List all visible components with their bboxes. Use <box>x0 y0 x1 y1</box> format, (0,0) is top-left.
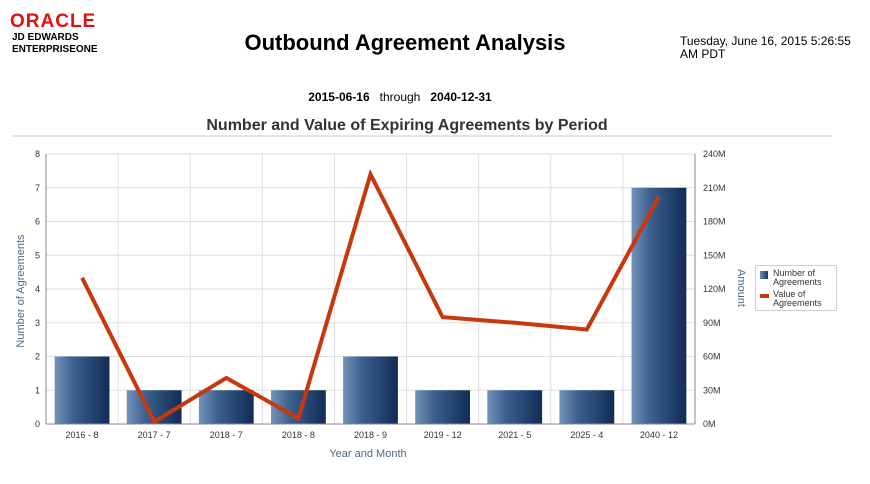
y-tick-label: 2 <box>35 352 40 362</box>
y-tick-label: 4 <box>35 284 40 294</box>
chart-axes <box>45 154 696 425</box>
legend-line-swatch <box>760 294 769 298</box>
date-range: 2015-06-16 through 2040-12-31 <box>250 90 550 104</box>
y2-tick-label: 90M <box>703 318 721 328</box>
bar <box>343 356 398 424</box>
bar <box>54 356 110 424</box>
y2-tick-label: 30M <box>703 385 721 395</box>
x-tick-label: 2018 - 8 <box>282 430 315 440</box>
y-tick-label: 8 <box>35 149 40 159</box>
x-tick-label: 2018 - 9 <box>354 430 387 440</box>
y2-axis-title: Amount <box>735 269 747 307</box>
y-tick-label: 3 <box>35 318 40 328</box>
bar <box>487 390 543 424</box>
through-label: through <box>379 90 421 104</box>
bar-series <box>54 187 687 424</box>
x-tick-label: 2018 - 7 <box>210 430 243 440</box>
legend-label-value: Value of Agreements <box>773 289 822 308</box>
y-tick-label: 5 <box>35 250 40 260</box>
logo-enterpriseone-text: ENTERPRISEONE <box>12 44 98 55</box>
y2-tick-label: 240M <box>703 149 726 159</box>
chart-title: Number and Value of Expiring Agreements … <box>206 117 607 134</box>
y-axis-title: Number of Agreements <box>15 234 27 348</box>
logo-oracle-text: ORACLE <box>10 11 97 32</box>
x-tick-label: 2019 - 12 <box>424 430 462 440</box>
y2-tick-label: 120M <box>703 284 726 294</box>
y2-tick-label: 0M <box>703 419 716 429</box>
y-tick-label: 7 <box>35 183 40 193</box>
bar <box>559 390 615 424</box>
y-tick-label: 1 <box>35 385 40 395</box>
timestamp-line2: AM PDT <box>680 47 726 61</box>
y-tick-label: 0 <box>35 419 40 429</box>
chart-ticks: 0 1 2 3 4 5 6 7 8 0M 30M 60M 90M 120M 150M 180M 210M 240M… <box>35 149 726 440</box>
x-tick-label: 2040 - 12 <box>640 430 678 440</box>
bar <box>415 390 471 424</box>
value-series-line <box>80 168 661 425</box>
chart-legend: Number of Agreements Value of Agreements <box>755 265 837 311</box>
x-tick-label: 2016 - 8 <box>66 430 99 440</box>
bar <box>631 187 687 424</box>
x-tick-label: 2017 - 7 <box>138 430 171 440</box>
x-tick-label: 2021 - 5 <box>498 430 531 440</box>
logo-jd-edwards-text: JD EDWARDS <box>12 32 79 43</box>
date-to: 2040-12-31 <box>430 90 492 104</box>
y-tick-label: 6 <box>35 217 40 227</box>
x-axis-title: Year and Month <box>329 448 406 460</box>
bar <box>198 390 254 424</box>
y2-tick-label: 60M <box>703 352 721 362</box>
y2-tick-label: 180M <box>703 217 726 227</box>
legend-label-number: Number of Agreements <box>773 268 822 287</box>
report-timestamp: Tuesday, June 16, 2015 5:26:55 AM PDT <box>680 35 865 61</box>
y2-tick-label: 150M <box>703 250 726 260</box>
date-from: 2015-06-16 <box>308 90 370 104</box>
chart-grid <box>46 153 695 424</box>
legend-bar-swatch <box>760 271 768 279</box>
report-title: Outbound Agreement Analysis <box>244 30 566 55</box>
oracle-jde-logo: ORACLE JD EDWARDS ENTERPRISEONE <box>10 12 120 56</box>
timestamp-line1: Tuesday, June 16, 2015 5:26:55 <box>680 34 851 48</box>
y2-tick-label: 210M <box>703 183 726 193</box>
x-tick-label: 2025 - 4 <box>570 430 603 440</box>
